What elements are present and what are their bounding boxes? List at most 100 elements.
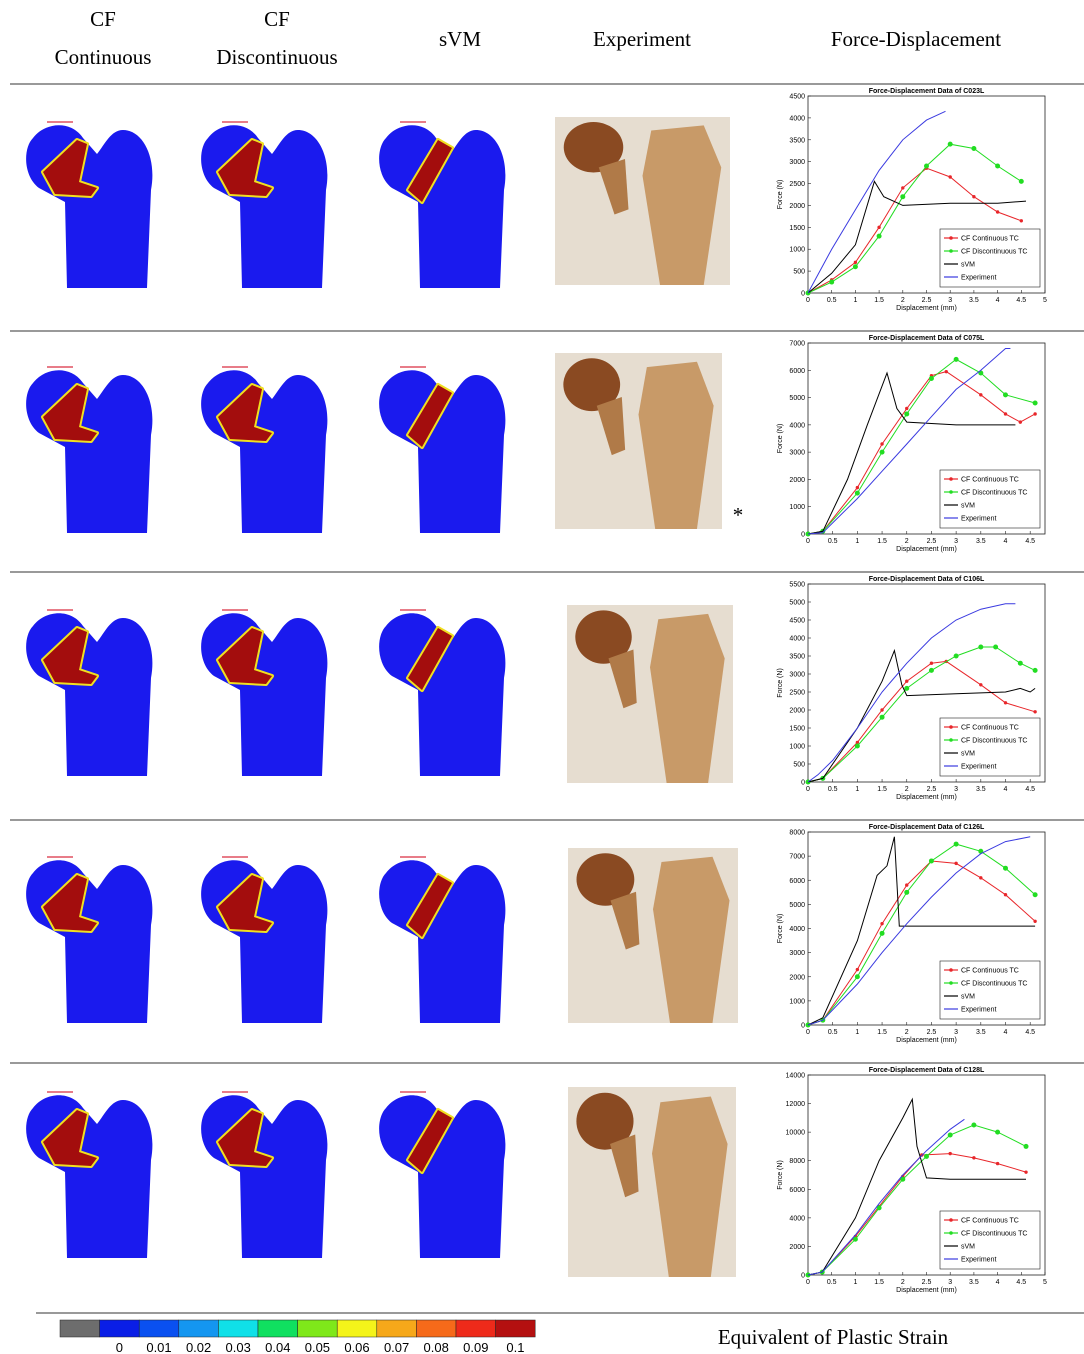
- y-tick-label: 0: [801, 780, 805, 787]
- colorbar-label: 0.02: [186, 1340, 211, 1354]
- y-tick-label: 500: [793, 762, 805, 769]
- chart-title: Force-Displacement Data of C075L: [869, 335, 985, 342]
- series-marker: [1019, 179, 1023, 183]
- x-axis-label: Displacement (mm): [896, 305, 957, 312]
- colorbar-segment: [496, 1320, 536, 1337]
- x-tick-label: 4.5: [1025, 1029, 1035, 1036]
- series-marker: [929, 859, 933, 863]
- x-tick-label: 0.5: [828, 1029, 838, 1036]
- experiment-photo: [555, 117, 730, 285]
- x-tick-label: 1: [855, 1029, 859, 1036]
- y-tick-label: 6000: [789, 368, 805, 375]
- experiment-photo: [568, 1087, 736, 1277]
- series-marker: [945, 370, 947, 372]
- x-tick-label: 4: [1004, 538, 1008, 545]
- column-header: CF: [264, 7, 290, 31]
- x-tick-label: 0: [806, 786, 810, 793]
- x-tick-label: 4.5: [1025, 538, 1035, 545]
- y-tick-label: 5000: [789, 902, 805, 909]
- experiment-photo: [567, 605, 733, 783]
- series-marker: [855, 491, 859, 495]
- y-axis-label: Force (N): [777, 180, 784, 210]
- colorbar-label: 0.09: [463, 1340, 488, 1354]
- x-tick-label: 1.5: [874, 297, 884, 304]
- x-tick-label: 1.5: [877, 538, 887, 545]
- x-tick-label: 5: [1043, 1279, 1047, 1286]
- column-header: Discontinuous: [216, 45, 337, 69]
- x-tick-label: 4: [1004, 1029, 1008, 1036]
- series-marker: [1019, 421, 1021, 423]
- series-marker: [855, 975, 859, 979]
- x-tick-label: 1.5: [877, 786, 887, 793]
- x-tick-label: 2.5: [927, 538, 937, 545]
- x-tick-label: 3: [948, 297, 952, 304]
- series-marker: [853, 1237, 857, 1241]
- femur-body: [201, 370, 327, 533]
- series-marker: [1020, 220, 1022, 222]
- y-axis-label: Force (N): [777, 1160, 784, 1190]
- colorbar-segment: [456, 1320, 496, 1337]
- legend-label: sVM: [961, 994, 975, 1001]
- y-tick-label: 14000: [786, 1073, 806, 1080]
- x-tick-label: 3.5: [976, 786, 986, 793]
- x-tick-label: 4: [996, 297, 1000, 304]
- y-tick-label: 0: [801, 1023, 805, 1030]
- y-tick-label: 1000: [789, 744, 805, 751]
- x-tick-label: 3.5: [976, 538, 986, 545]
- femur-body: [26, 370, 152, 533]
- colorbar-segment: [179, 1320, 219, 1337]
- y-tick-label: 500: [793, 269, 805, 276]
- y-tick-label: 5000: [789, 600, 805, 607]
- y-tick-label: 4000: [789, 636, 805, 643]
- colorbar-segment: [416, 1320, 456, 1337]
- y-tick-label: 12000: [786, 1101, 806, 1108]
- series-marker: [1024, 1144, 1028, 1148]
- femur-model: [379, 1092, 505, 1258]
- x-tick-label: 1: [855, 538, 859, 545]
- y-tick-label: 6000: [789, 1187, 805, 1194]
- femur-model: [26, 367, 152, 533]
- series-marker: [972, 147, 976, 151]
- x-tick-label: 1: [853, 1279, 857, 1286]
- figure: CFContinuousCFDiscontinuoussVMExperiment…: [0, 0, 1084, 1354]
- series-marker: [954, 842, 958, 846]
- femur-model: [379, 122, 505, 288]
- series-marker: [973, 195, 975, 197]
- y-tick-label: 8000: [789, 830, 805, 837]
- legend-label: Experiment: [961, 1007, 996, 1014]
- y-tick-label: 2000: [789, 477, 805, 484]
- x-tick-label: 4.5: [1016, 1279, 1026, 1286]
- x-tick-label: 2.5: [922, 1279, 932, 1286]
- colorbar-label: 0.06: [344, 1340, 369, 1354]
- series-marker: [996, 164, 1000, 168]
- series-marker: [1004, 413, 1006, 415]
- colorbar-label: 0.05: [305, 1340, 330, 1354]
- x-tick-label: 2.5: [927, 1029, 937, 1036]
- x-tick-label: 1: [855, 786, 859, 793]
- y-tick-label: 6000: [789, 878, 805, 885]
- x-tick-label: 4.5: [1016, 297, 1026, 304]
- colorbar-label: 0.1: [506, 1340, 524, 1354]
- legend-label: CF Continuous TC: [961, 477, 1019, 484]
- colorbar-label: 0.08: [424, 1340, 449, 1354]
- y-tick-label: 1500: [789, 726, 805, 733]
- y-tick-label: 2000: [789, 974, 805, 981]
- series-marker: [949, 1152, 951, 1154]
- y-tick-label: 1000: [789, 998, 805, 1005]
- femur-model: [26, 122, 152, 288]
- series-marker: [954, 654, 958, 658]
- series-marker: [1004, 393, 1008, 397]
- y-tick-label: 10000: [786, 1130, 806, 1137]
- x-tick-label: 3: [948, 1279, 952, 1286]
- legend-label: Experiment: [961, 1257, 996, 1264]
- x-tick-label: 1.5: [877, 1029, 887, 1036]
- x-tick-label: 1: [853, 297, 857, 304]
- series-marker: [955, 862, 957, 864]
- y-tick-label: 1500: [789, 225, 805, 232]
- experiment-photo: [555, 353, 722, 529]
- femur-model: [201, 367, 327, 533]
- legend-swatch-marker: [949, 981, 953, 985]
- legend-label: sVM: [961, 503, 975, 510]
- femur-body: [26, 613, 152, 776]
- x-axis-label: Displacement (mm): [896, 1287, 957, 1294]
